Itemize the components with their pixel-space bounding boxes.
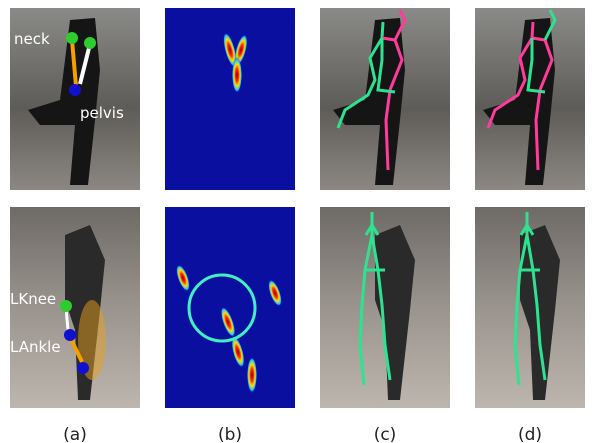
joint <box>69 84 81 96</box>
heat-blob <box>232 57 242 93</box>
joint <box>64 329 76 341</box>
caption: (d) <box>518 425 542 443</box>
joint <box>84 37 96 49</box>
bottom-row: LKnee LAnkle <box>10 207 585 408</box>
heat-blob <box>247 357 257 393</box>
heatmap <box>165 8 295 190</box>
label: pelvis <box>80 104 124 122</box>
top-row: neck pelvis <box>10 8 585 190</box>
caption: (c) <box>374 425 397 443</box>
figure: neck pelvis <box>0 0 595 443</box>
heatmap <box>165 207 295 408</box>
label: LAnkle <box>10 338 61 356</box>
caption: (a) <box>63 425 87 443</box>
label: LKnee <box>10 290 56 308</box>
joint <box>60 300 72 312</box>
joint <box>77 362 89 374</box>
caption: (b) <box>218 425 242 443</box>
label: neck <box>14 30 50 48</box>
joint <box>66 32 78 44</box>
